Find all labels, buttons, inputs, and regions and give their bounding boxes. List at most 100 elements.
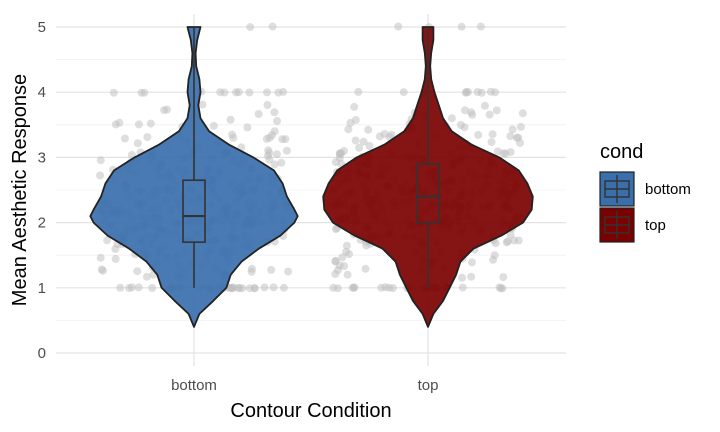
jitter-point bbox=[342, 247, 351, 256]
jitter-point bbox=[250, 284, 259, 293]
jitter-point bbox=[338, 253, 347, 262]
jitter-point bbox=[246, 23, 255, 32]
jitter-point bbox=[485, 110, 494, 119]
jitter-point bbox=[133, 267, 142, 276]
box-iqr bbox=[182, 179, 206, 243]
jitter-point bbox=[468, 258, 476, 267]
legend-label-bottom: bottom bbox=[645, 181, 691, 198]
jitter-point bbox=[486, 87, 495, 96]
jitter-point bbox=[385, 283, 394, 292]
y-tick-label: 5 bbox=[38, 19, 46, 36]
jitter-point bbox=[496, 284, 505, 293]
jitter-point bbox=[364, 125, 373, 134]
jitter-point bbox=[125, 284, 134, 292]
jitter-point bbox=[516, 122, 525, 131]
jitter-point bbox=[380, 130, 389, 138]
jitter-point bbox=[480, 101, 489, 110]
jitter-point bbox=[331, 257, 340, 266]
jitter-point bbox=[146, 119, 155, 128]
jitter-point bbox=[103, 236, 112, 245]
jitter-point bbox=[457, 22, 466, 31]
legend-item-top: top bbox=[599, 207, 666, 243]
jitter-point bbox=[503, 237, 512, 246]
jitter-point bbox=[270, 108, 279, 117]
jitter-point bbox=[490, 251, 499, 260]
jitter-point bbox=[96, 253, 105, 262]
jitter-point bbox=[243, 123, 252, 132]
jitter-point bbox=[96, 156, 105, 165]
jitter-point bbox=[238, 284, 247, 293]
jitter-point bbox=[340, 147, 348, 155]
jitter-point bbox=[492, 106, 501, 115]
jitter-point bbox=[116, 283, 125, 292]
jitter-point bbox=[351, 116, 360, 124]
jitter-point bbox=[134, 283, 143, 292]
jitter-point bbox=[499, 149, 508, 158]
x-tick-label-top: top bbox=[418, 377, 439, 394]
jitter-point bbox=[277, 158, 286, 167]
jitter-point bbox=[488, 130, 497, 139]
jitter-point bbox=[340, 262, 349, 271]
boxplot-bottom bbox=[182, 27, 206, 288]
jitter-point bbox=[514, 133, 523, 142]
jitter-point bbox=[499, 273, 508, 282]
jitter-point bbox=[142, 272, 151, 281]
jitter-point bbox=[245, 88, 254, 97]
jitter-point bbox=[473, 88, 482, 96]
jitter-point bbox=[228, 130, 237, 139]
box-iqr bbox=[416, 163, 440, 224]
y-axis-title: Mean Aesthetic Response bbox=[9, 74, 31, 306]
jitter-point bbox=[273, 117, 281, 125]
jitter-point bbox=[350, 102, 359, 111]
jitter-point bbox=[143, 133, 152, 142]
jitter-point bbox=[96, 171, 105, 180]
legend-label-top: top bbox=[645, 217, 666, 234]
jitter-point bbox=[227, 284, 236, 293]
jitter-point bbox=[514, 236, 523, 245]
jitter-point bbox=[234, 88, 243, 97]
jitter-point bbox=[331, 225, 340, 234]
jitter-point bbox=[260, 283, 269, 292]
jitter-point bbox=[331, 158, 340, 167]
jitter-point bbox=[270, 160, 279, 169]
legend: cond bottom top bbox=[599, 141, 691, 243]
y-tick-label: 1 bbox=[38, 280, 46, 297]
jitter-point bbox=[354, 87, 363, 96]
y-tick-label: 0 bbox=[38, 345, 46, 362]
jitter-point bbox=[461, 106, 469, 115]
jitter-point bbox=[355, 143, 364, 152]
jitter-point bbox=[97, 265, 106, 274]
jitter-point bbox=[148, 284, 157, 292]
jitter-point bbox=[491, 239, 500, 248]
jitter-point bbox=[247, 264, 256, 273]
boxplots bbox=[182, 27, 440, 288]
jitter-point bbox=[365, 142, 374, 150]
jitter-point bbox=[279, 87, 288, 96]
jitter-point bbox=[269, 283, 278, 292]
jitter-point bbox=[344, 125, 353, 134]
jitter-point bbox=[351, 136, 360, 145]
jitter-point bbox=[476, 22, 485, 31]
legend-item-bottom: bottom bbox=[599, 171, 691, 207]
jitter-point bbox=[399, 88, 408, 97]
jitter-point bbox=[487, 138, 496, 147]
jitter-point bbox=[377, 283, 386, 292]
jitter-point bbox=[134, 120, 143, 129]
jitter-point bbox=[467, 108, 476, 117]
jitter-point bbox=[270, 127, 279, 136]
jitter-point bbox=[267, 265, 276, 274]
jitter-point bbox=[333, 284, 342, 293]
jitter-point bbox=[474, 131, 483, 139]
y-tick-label: 4 bbox=[38, 84, 46, 101]
jitter-point bbox=[359, 137, 368, 146]
jitter-point bbox=[216, 88, 225, 97]
jitter-point bbox=[209, 121, 218, 130]
jitter-point bbox=[461, 88, 470, 97]
jitter-point bbox=[163, 105, 171, 114]
jitter-point bbox=[506, 132, 515, 141]
jitter-point bbox=[506, 230, 515, 239]
x-axis-title: Contour Condition bbox=[230, 400, 391, 422]
jitter-point bbox=[394, 22, 403, 31]
jitter-point bbox=[348, 283, 357, 292]
